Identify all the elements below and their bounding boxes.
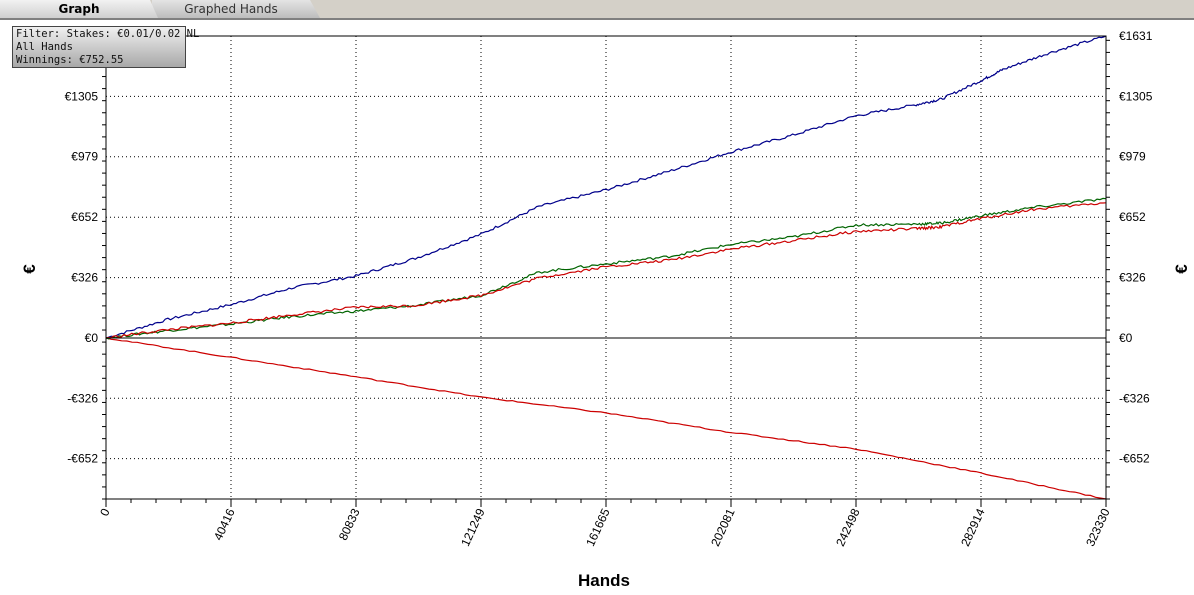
x-tick-label: 121249 [458,506,488,549]
x-tick-label: 0 [97,506,113,518]
y-tick-label-left: €0 [85,331,99,345]
x-tick-label: 161665 [583,506,613,549]
y-tick-label-left: €652 [71,210,98,224]
y-tick-label-right: €326 [1119,271,1146,285]
x-tick-label: 202081 [708,506,738,549]
hands-filter-line: All Hands [16,41,73,53]
x-tick-label: 40416 [211,506,238,542]
plot-frame [105,35,1107,500]
y-tick-label-right: -€326 [1119,391,1150,405]
filter-info-box: Filter: Stakes: €0.01/0.02 NL All Hands … [12,26,200,68]
minor-ticks [102,39,1110,507]
series-line-3 [105,337,1107,500]
y-tick-label-right: -€652 [1119,452,1150,466]
x-tick-label: 323330 [1083,506,1113,549]
tab-graph[interactable]: Graph [0,0,158,18]
tab-bar: Graphed Hands Graph [0,0,1194,20]
tab-graph-label: Graph [58,2,100,16]
x-axis-title: Hands [578,571,630,590]
y-tick-label-right: €1631 [1119,29,1153,43]
y-axis-title-right: € [1172,264,1191,274]
tab-graphed-hands[interactable]: Graphed Hands [152,0,320,18]
tab-graphed-hands-label: Graphed Hands [184,2,278,16]
y-tick-label-right: €1305 [1119,89,1153,103]
y-tick-label-left: €326 [71,271,98,285]
y-axis-title-left: € [20,264,39,274]
y-tick-label-left: -€326 [67,391,98,405]
series-line-2 [105,202,1107,339]
chart-grid [106,36,1106,499]
y-tick-label-right: €979 [1119,150,1146,164]
y-axis-right: €1631 €1305 €979 €652 €326 €0 -€326 -€652 [1119,29,1153,466]
winnings-line: Winnings: €752.55 [16,54,124,66]
chart-series [105,35,1107,500]
x-axis: 0 40416 80833 121249 161665 202081 242498 28291… [97,506,1113,549]
x-tick-label: 80833 [336,506,363,542]
filter-line: Filter: Stakes: €0.01/0.02 NL [16,28,200,40]
y-tick-label-left: -€652 [67,452,98,466]
x-tick-label: 282914 [958,506,988,549]
y-axis-left: €1631€1305€979€652€326€0-€326-€652 [65,29,99,466]
x-tick-label: 242498 [833,506,863,549]
y-tick-label-left: €979 [71,150,98,164]
y-tick-label-right: €0 [1119,331,1133,345]
y-tick-label-right: €652 [1119,210,1146,224]
y-tick-label-left: €1305 [65,89,99,103]
series-line-0 [105,35,1107,339]
